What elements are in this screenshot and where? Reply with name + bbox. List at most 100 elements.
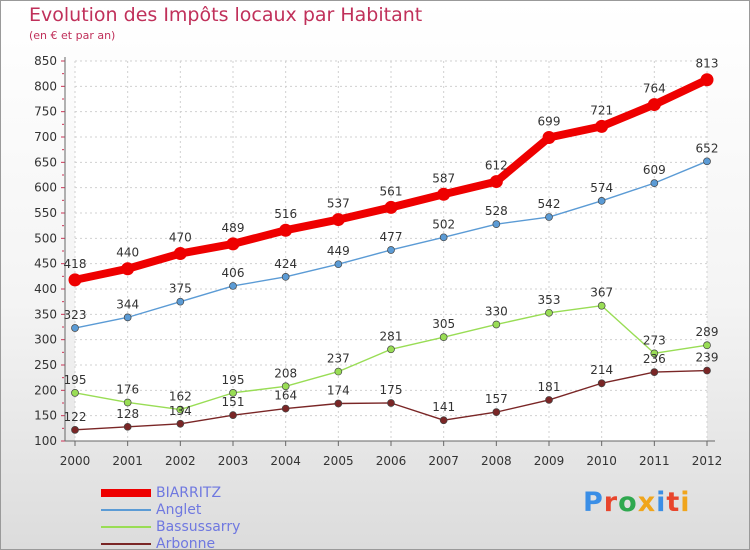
y-tick-label: 200: [34, 383, 57, 397]
proxiti-logo: Proxiti: [583, 487, 691, 518]
data-point: [281, 382, 290, 391]
chart-subtitle: (en € et par an): [29, 29, 116, 42]
legend-item-anglet: Anglet: [101, 502, 301, 519]
legend-item-arbonne: Arbonne: [101, 536, 301, 550]
legend-swatch: [101, 489, 151, 497]
data-point: [387, 345, 395, 354]
legend-item-bassussarry: Bassussarry: [101, 519, 301, 536]
data-point: [229, 282, 237, 290]
y-tick-label: 600: [34, 181, 57, 195]
data-point: [68, 273, 82, 287]
y-tick-label: 550: [34, 206, 57, 220]
data-label: 528: [485, 204, 508, 218]
data-label: 128: [116, 407, 139, 421]
x-tick-label: 2008: [481, 454, 512, 468]
x-tick-label: 2002: [165, 454, 196, 468]
data-label: 721: [590, 103, 613, 117]
data-label: 330: [485, 304, 508, 318]
data-point: [703, 157, 711, 166]
data-point: [229, 389, 237, 397]
data-point: [387, 246, 395, 254]
data-label: 195: [64, 373, 87, 387]
y-tick-label: 100: [34, 434, 57, 448]
data-label: 181: [538, 380, 561, 394]
data-label: 489: [222, 221, 245, 235]
data-point: [492, 220, 501, 228]
data-label: 813: [696, 57, 719, 71]
data-label: 561: [380, 184, 403, 198]
data-label: 157: [485, 392, 508, 406]
logo-letter: i: [656, 487, 667, 518]
logo-letter: t: [666, 487, 681, 518]
data-point: [542, 131, 556, 145]
data-label: 449: [327, 244, 350, 258]
data-label: 406: [222, 266, 245, 280]
x-tick-label: 2012: [692, 454, 723, 468]
legend-item-biarritz: BIARRITZ: [101, 485, 301, 502]
series: [68, 73, 714, 434]
x-tick-label: 2005: [323, 454, 354, 468]
series-arbonne: [71, 366, 711, 434]
legend: BIARRITZ Anglet Bassussarry Arbonne: [101, 485, 301, 550]
data-point: [123, 398, 132, 407]
data-point: [597, 301, 606, 310]
logo-letter: x: [637, 487, 657, 518]
data-point: [176, 419, 185, 428]
x-tick-label: 2007: [428, 454, 459, 468]
data-label: 537: [327, 197, 350, 211]
x-tick-label: 2003: [218, 454, 249, 468]
legend-label: Bassussarry: [156, 519, 241, 535]
data-label: 176: [116, 382, 139, 396]
series-bassussarry: [71, 301, 711, 414]
data-label: 122: [64, 410, 87, 424]
data-label: 195: [222, 373, 245, 387]
data-label: 353: [538, 293, 561, 307]
data-label: 208: [274, 366, 297, 380]
data-label: 162: [169, 390, 192, 404]
chart-title: Evolution des Impôts locaux par Habitant: [29, 4, 423, 26]
x-tick-label: 2011: [639, 454, 670, 468]
data-point: [281, 404, 290, 413]
data-point: [71, 324, 79, 332]
data-label: 164: [274, 389, 297, 403]
data-label: 239: [696, 351, 719, 365]
data-label: 502: [432, 217, 455, 231]
data-point: [279, 223, 293, 237]
x-tick-label: 2001: [112, 454, 143, 468]
data-point: [439, 333, 448, 341]
legend-label: BIARRITZ: [156, 485, 222, 501]
x-tick-label: 2009: [534, 454, 565, 468]
logo-letter: P: [583, 487, 604, 518]
data-label: 344: [116, 297, 139, 311]
data-label: 175: [380, 383, 403, 397]
data-label: 470: [169, 231, 192, 245]
data-point: [173, 247, 187, 261]
legend-label: Arbonne: [156, 536, 216, 550]
data-labels: 418 440 470 489 516 537 561 587 612 699 721 764 813 3…: [64, 57, 719, 424]
y-tick-label: 700: [34, 130, 57, 144]
data-point: [334, 367, 343, 376]
data-point: [545, 396, 553, 404]
data-point: [650, 179, 659, 187]
data-point: [176, 297, 185, 306]
data-label: 273: [643, 333, 666, 347]
data-point: [595, 119, 609, 133]
logo-letter: i: [680, 487, 691, 518]
data-label: 652: [696, 141, 719, 155]
data-point: [439, 233, 448, 242]
y-tick-label: 250: [34, 358, 57, 372]
data-label: 440: [116, 246, 139, 260]
data-label: 477: [380, 230, 403, 244]
data-point: [492, 320, 501, 329]
data-point: [226, 237, 240, 251]
data-label: 141: [432, 400, 455, 414]
data-point: [650, 368, 659, 376]
data-point: [176, 405, 185, 414]
data-point: [439, 416, 448, 425]
data-label: 542: [538, 197, 561, 211]
data-label: 375: [169, 282, 192, 296]
legend-swatch: [101, 543, 151, 545]
data-point: [703, 366, 711, 375]
data-point: [703, 341, 711, 350]
